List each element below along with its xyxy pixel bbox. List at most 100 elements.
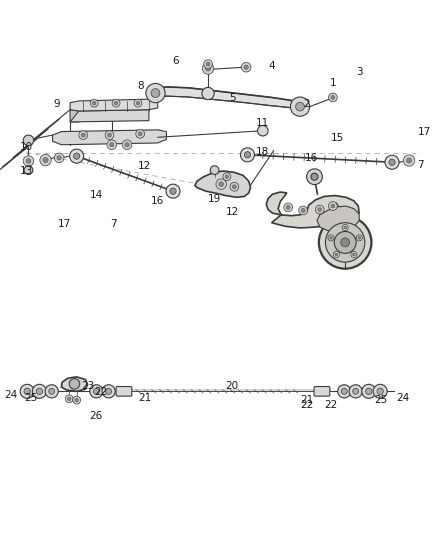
Circle shape — [319, 216, 371, 269]
Polygon shape — [61, 377, 88, 391]
Circle shape — [81, 133, 85, 137]
Circle shape — [331, 204, 335, 208]
Text: 7: 7 — [110, 219, 117, 229]
Circle shape — [244, 65, 248, 69]
Circle shape — [403, 155, 415, 166]
Circle shape — [341, 389, 347, 394]
Circle shape — [93, 389, 99, 394]
Circle shape — [138, 132, 142, 136]
Text: 19: 19 — [208, 193, 221, 204]
Polygon shape — [317, 206, 359, 232]
Circle shape — [202, 87, 214, 100]
Circle shape — [216, 179, 226, 189]
Text: 7: 7 — [417, 160, 424, 170]
Circle shape — [67, 397, 71, 401]
Circle shape — [49, 389, 55, 394]
Circle shape — [244, 152, 251, 158]
Text: 26: 26 — [90, 411, 103, 421]
Text: 22: 22 — [324, 400, 337, 410]
Circle shape — [45, 385, 58, 398]
Circle shape — [353, 253, 355, 256]
FancyBboxPatch shape — [116, 386, 132, 396]
Text: 21: 21 — [300, 394, 313, 405]
Circle shape — [92, 101, 96, 105]
Circle shape — [166, 184, 180, 198]
Circle shape — [107, 140, 117, 150]
Circle shape — [75, 398, 78, 402]
Circle shape — [349, 385, 362, 398]
Circle shape — [296, 102, 304, 111]
Circle shape — [134, 99, 142, 107]
Circle shape — [307, 169, 322, 184]
Circle shape — [338, 385, 351, 398]
Text: 22: 22 — [300, 400, 313, 410]
Circle shape — [328, 201, 337, 211]
Circle shape — [241, 62, 251, 72]
Polygon shape — [70, 110, 149, 122]
Circle shape — [328, 235, 334, 241]
Circle shape — [299, 206, 307, 215]
Text: 25: 25 — [374, 394, 388, 405]
Circle shape — [206, 62, 210, 66]
Circle shape — [351, 252, 357, 257]
Circle shape — [284, 203, 293, 212]
Circle shape — [73, 396, 81, 404]
Circle shape — [373, 384, 387, 398]
Circle shape — [301, 208, 305, 213]
Text: 12: 12 — [226, 207, 239, 217]
Text: 17: 17 — [418, 127, 431, 136]
Circle shape — [114, 101, 118, 105]
Text: 10: 10 — [20, 142, 33, 152]
Circle shape — [362, 384, 376, 398]
Text: 15: 15 — [331, 133, 344, 143]
Circle shape — [36, 388, 42, 394]
Circle shape — [315, 205, 324, 214]
Text: 6: 6 — [172, 55, 179, 66]
FancyBboxPatch shape — [314, 386, 330, 396]
Circle shape — [23, 156, 34, 166]
Circle shape — [331, 95, 335, 99]
Polygon shape — [155, 87, 300, 110]
Text: 16: 16 — [304, 153, 318, 163]
Text: 8: 8 — [137, 81, 144, 91]
Circle shape — [65, 395, 73, 403]
Text: 20: 20 — [226, 381, 239, 391]
Circle shape — [74, 153, 80, 159]
Circle shape — [406, 158, 412, 163]
Text: 11: 11 — [256, 118, 269, 128]
Circle shape — [366, 388, 372, 394]
Text: 22: 22 — [94, 387, 107, 397]
Circle shape — [356, 235, 362, 241]
Text: 16: 16 — [151, 196, 164, 206]
Circle shape — [240, 148, 254, 162]
Circle shape — [23, 135, 34, 146]
Polygon shape — [195, 171, 251, 197]
Circle shape — [70, 149, 84, 163]
Circle shape — [151, 88, 160, 98]
Text: 13: 13 — [20, 166, 33, 176]
Circle shape — [110, 142, 114, 147]
Circle shape — [102, 385, 115, 398]
Circle shape — [26, 159, 31, 163]
Polygon shape — [53, 130, 166, 145]
Circle shape — [43, 158, 48, 163]
Circle shape — [210, 166, 219, 174]
Circle shape — [40, 155, 51, 166]
Circle shape — [344, 226, 346, 229]
Circle shape — [358, 237, 360, 239]
Circle shape — [105, 131, 114, 140]
Circle shape — [69, 378, 80, 389]
Text: 23: 23 — [81, 381, 94, 391]
Text: 21: 21 — [138, 393, 151, 403]
Circle shape — [90, 385, 103, 398]
Circle shape — [122, 140, 132, 150]
Circle shape — [385, 155, 399, 169]
Circle shape — [223, 173, 231, 181]
Circle shape — [90, 99, 98, 107]
Circle shape — [79, 131, 88, 140]
Circle shape — [24, 166, 33, 174]
Circle shape — [20, 384, 34, 398]
Text: 3: 3 — [356, 67, 363, 77]
Circle shape — [24, 388, 30, 394]
Circle shape — [341, 238, 350, 247]
